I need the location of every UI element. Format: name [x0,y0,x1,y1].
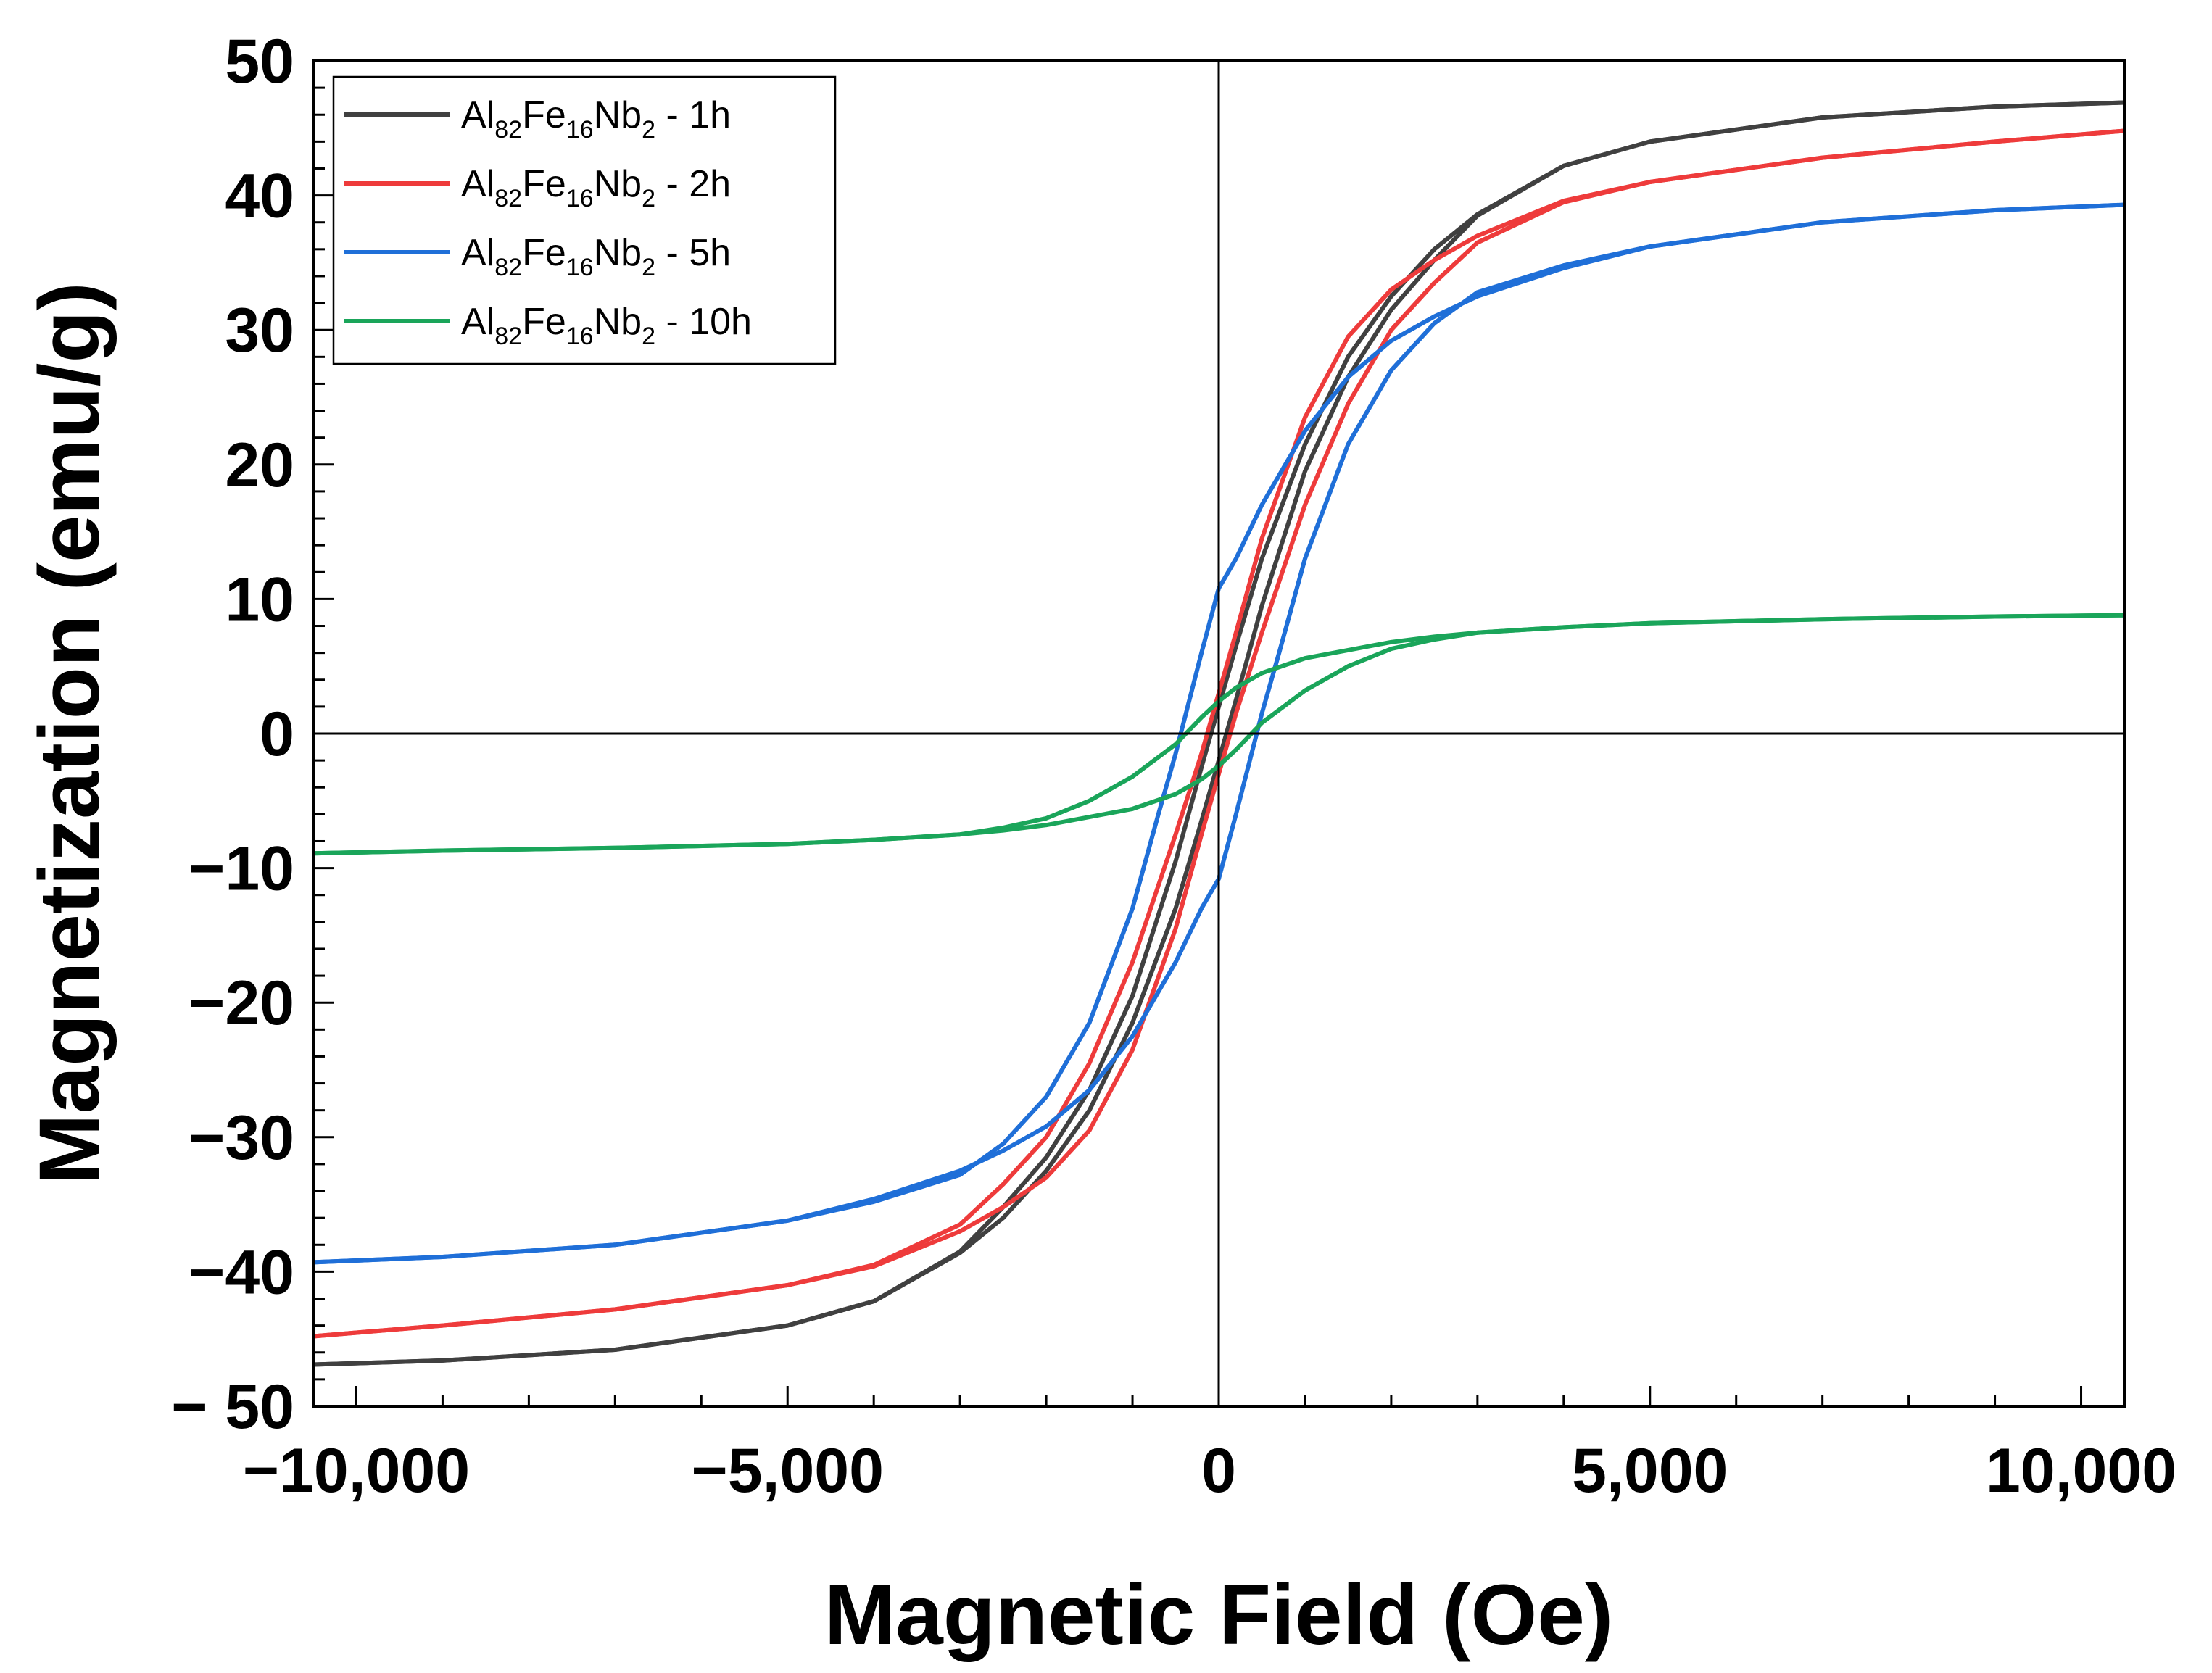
y-axis-title: Magnetization (emu/g) [22,282,117,1185]
series-3 [312,202,2125,1265]
y-tick-label: −30 [189,1103,294,1173]
y-tick-label: − 50 [171,1372,294,1442]
y-tick-label: 50 [225,27,294,96]
legend-label: Al82Fe16Nb2 - 10h [461,301,752,350]
legend-box [332,75,837,365]
y-tick-label: 10 [225,565,294,634]
series-3-descending-branch [312,202,2125,1265]
y-tick-label: 20 [225,431,294,500]
y-tick-label: 30 [225,296,294,365]
legend-item: Al82Fe16Nb2 - 1h [344,94,731,144]
ticks-layer [313,59,2083,1408]
y-tick-label: −10 [189,834,294,904]
legend-item: Al82Fe16Nb2 - 10h [344,301,752,350]
legend-label: Al82Fe16Nb2 - 2h [461,163,731,212]
legend-item: Al82Fe16Nb2 - 5h [344,232,731,281]
legend: Al82Fe16Nb2 - 1h Al82Fe16Nb2 - 2h Al82Fe16… [332,75,837,365]
x-tick-label: −10,000 [243,1436,470,1506]
y-tick-label: −20 [189,968,294,1038]
tick-labels: −10,000 −5,000 0 5,000 10,000 50 40 30 20 10 0 −10 −… [171,27,2176,1506]
y-tick-label: 40 [225,162,294,231]
x-tick-label: 5,000 [1572,1436,1728,1506]
y-tick-label: 0 [260,699,294,769]
y-tick-label: −40 [189,1237,294,1307]
zero-lines [313,61,2124,1406]
plot-frame [312,59,2126,1408]
x-tick-label: 0 [1201,1436,1236,1506]
legend-label: Al82Fe16Nb2 - 1h [461,94,731,144]
x-tick-label: −5,000 [692,1436,884,1506]
series-3-ascending-branch [312,202,2125,1265]
legend-item: Al82Fe16Nb2 - 2h [344,163,731,212]
x-axis-title: Magnetic Field (Oe) [824,1567,1613,1663]
legend-label: Al82Fe16Nb2 - 5h [461,232,731,281]
x-tick-label: 10,000 [1986,1436,2176,1506]
